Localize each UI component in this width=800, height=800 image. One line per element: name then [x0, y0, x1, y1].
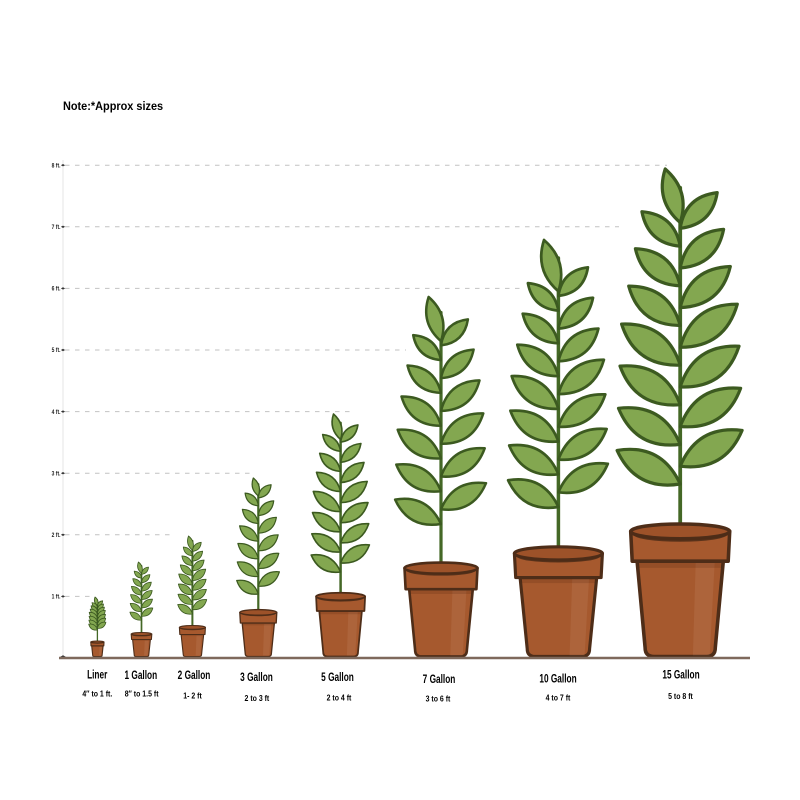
svg-text:8 ft.: 8 ft.: [52, 163, 61, 170]
svg-text:15 Gallon: 15 Gallon: [662, 669, 699, 682]
svg-text:1 ft.: 1 ft.: [52, 594, 61, 601]
svg-text:4 to 7 ft: 4 to 7 ft: [546, 693, 571, 703]
svg-text:2 to 3 ft: 2 to 3 ft: [245, 693, 270, 703]
svg-text:10 Gallon: 10 Gallon: [539, 673, 576, 686]
svg-text:2 ft.: 2 ft.: [52, 533, 61, 540]
svg-text:7 Gallon: 7 Gallon: [423, 674, 456, 687]
svg-text:4″ to 1 ft.: 4″ to 1 ft.: [82, 689, 112, 699]
svg-text:2 Gallon: 2 Gallon: [178, 670, 211, 683]
svg-text:8″ to 1.5 ft: 8″ to 1.5 ft: [125, 689, 159, 699]
svg-text:5 Gallon: 5 Gallon: [321, 672, 354, 685]
svg-text:1 Gallon: 1 Gallon: [124, 670, 157, 683]
svg-text:2 to 4 ft: 2 to 4 ft: [327, 693, 352, 703]
svg-text:3 Gallon: 3 Gallon: [240, 672, 273, 685]
svg-text:4 ft.: 4 ft.: [52, 409, 61, 416]
svg-text:7 ft.: 7 ft.: [52, 225, 61, 232]
svg-text:1- 2 ft: 1- 2 ft: [183, 691, 202, 701]
svg-text:3 ft.: 3 ft.: [52, 471, 61, 478]
svg-text:5 to 8 ft: 5 to 8 ft: [668, 692, 693, 702]
svg-text:Liner: Liner: [87, 669, 107, 682]
svg-text:5 ft.: 5 ft.: [52, 348, 61, 355]
svg-text:6 ft.: 6 ft.: [52, 286, 61, 293]
svg-text:Note:*Approx sizes: Note:*Approx sizes: [63, 101, 163, 114]
svg-text:3 to 6 ft: 3 to 6 ft: [426, 694, 451, 704]
